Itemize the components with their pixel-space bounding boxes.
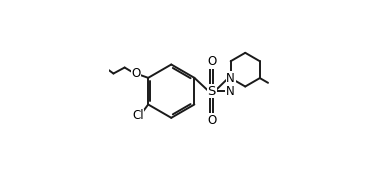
- Text: S: S: [207, 85, 216, 98]
- Text: Cl: Cl: [132, 109, 144, 122]
- Text: N: N: [226, 72, 235, 85]
- Text: N: N: [225, 85, 234, 98]
- Text: O: O: [131, 67, 140, 80]
- Text: O: O: [207, 114, 216, 127]
- Text: O: O: [207, 55, 216, 68]
